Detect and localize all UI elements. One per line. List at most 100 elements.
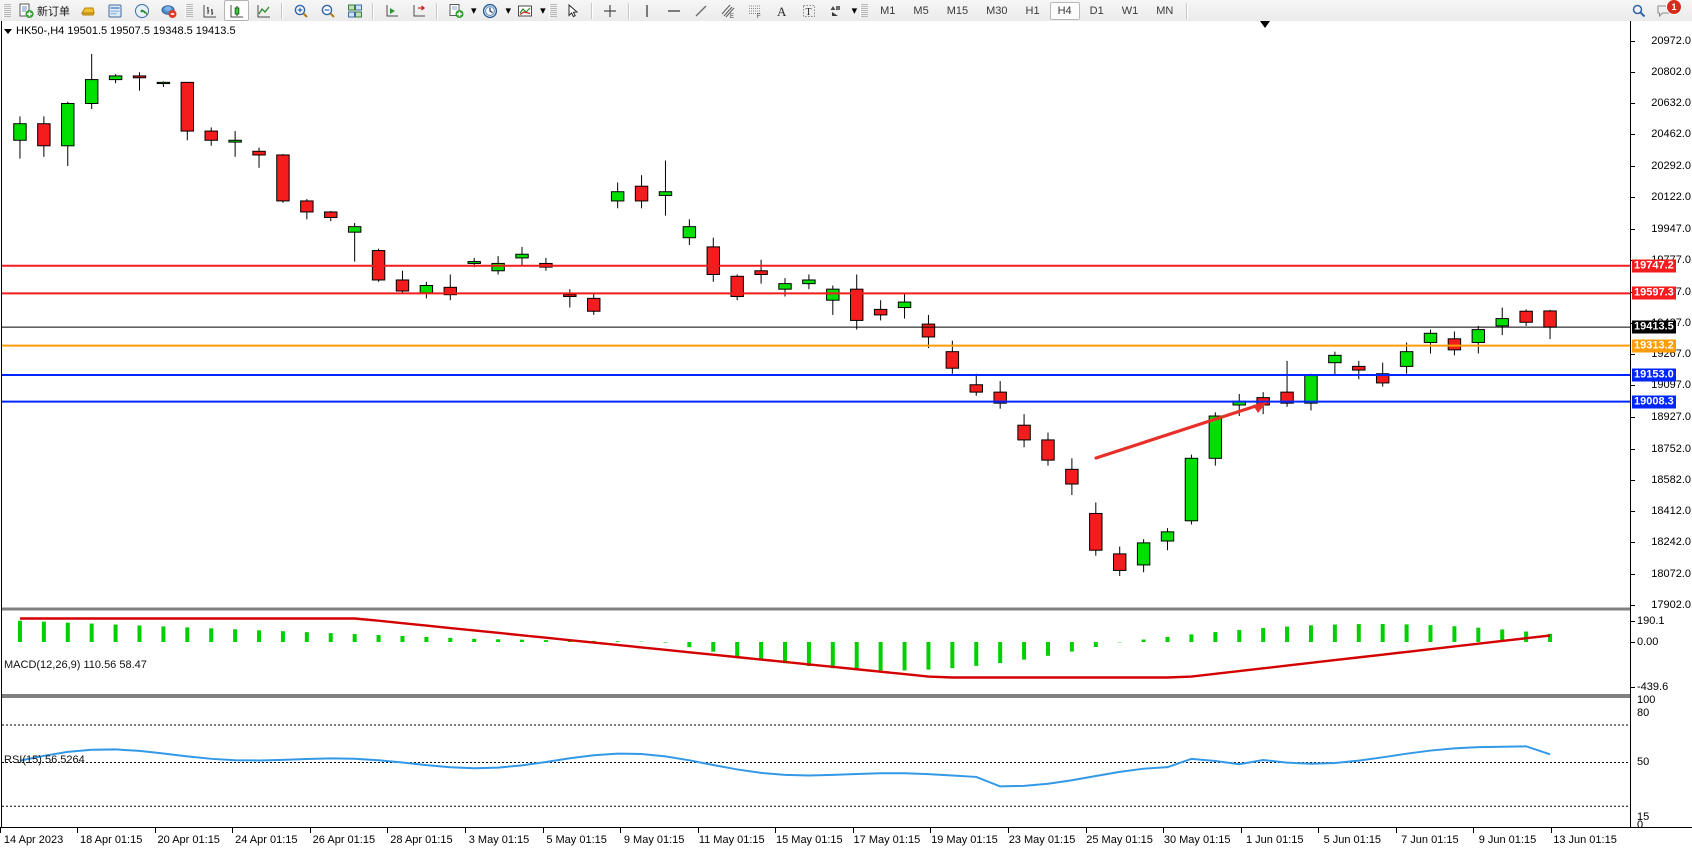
price-axis-tick bbox=[1631, 448, 1635, 450]
candle-body bbox=[1017, 424, 1031, 441]
time-axis-label: 15 May 01:15 bbox=[775, 834, 843, 846]
time-axis-label: 7 Jun 01:15 bbox=[1401, 834, 1459, 846]
toolbar-separator-6 bbox=[1186, 2, 1189, 19]
time-axis-label: 13 Jun 01:15 bbox=[1553, 834, 1617, 846]
candlestick bbox=[1112, 546, 1127, 576]
support-level-tag-2[interactable]: 19008.3 bbox=[1632, 395, 1676, 409]
toolbar-grip[interactable] bbox=[3, 3, 11, 18]
candlestick bbox=[1184, 454, 1199, 525]
candle-body bbox=[1089, 512, 1103, 551]
toolbar-group-scroll bbox=[378, 0, 432, 21]
candle-body bbox=[778, 283, 792, 290]
bid-price-tag[interactable]: 19313.2 bbox=[1632, 339, 1676, 353]
cursor-button[interactable] bbox=[561, 0, 586, 21]
templates-dropdown-arrow[interactable]: ▾ bbox=[540, 5, 546, 17]
time-axis[interactable]: 14 Apr 2023 18 Apr 01:15 20 Apr 01:15 24 Ap… bbox=[0, 827, 1692, 860]
timeframe-m30-button[interactable]: M30 bbox=[986, 4, 1008, 17]
candlestick bbox=[419, 281, 434, 299]
shapes-dropdown-arrow[interactable]: ▾ bbox=[851, 5, 858, 17]
equidistant-channel-button[interactable]: E bbox=[716, 0, 741, 21]
vertical-line-button[interactable] bbox=[635, 0, 660, 21]
bar-chart-button[interactable] bbox=[197, 0, 222, 21]
price-axis-label: 20972.0 bbox=[1651, 34, 1691, 47]
trend-arrow-annotation[interactable] bbox=[1094, 402, 1267, 460]
data-window-button[interactable] bbox=[102, 0, 127, 21]
magnifier-minus-icon bbox=[321, 4, 335, 18]
text-label-button[interactable]: A bbox=[770, 0, 795, 21]
indicators-button[interactable] bbox=[443, 0, 468, 21]
chart-window[interactable]: HK50-,H4 19501.5 19507.5 19348.5 19413.5… bbox=[0, 21, 1692, 860]
toolbar-grip-draw[interactable] bbox=[548, 3, 557, 18]
zoom-in-button[interactable] bbox=[288, 0, 313, 21]
crosshair-button[interactable] bbox=[598, 0, 623, 21]
timeframe-mn-button[interactable]: MN bbox=[1156, 4, 1174, 17]
fibonacci-button[interactable]: F bbox=[743, 0, 768, 21]
rsi-indicator-label: RSI(15) 56.5264 bbox=[4, 754, 85, 766]
toolbar-group-zoom bbox=[287, 0, 368, 21]
candlestick bbox=[658, 160, 673, 216]
timeframe-m15-button[interactable]: M15 bbox=[946, 4, 969, 17]
candle-body bbox=[37, 123, 51, 147]
toolbar-grip-charts[interactable] bbox=[185, 3, 193, 18]
auto-trading-button[interactable] bbox=[156, 0, 181, 21]
support-level-tag-1[interactable]: 19153.0 bbox=[1632, 368, 1676, 382]
candlestick bbox=[1089, 502, 1103, 556]
text-box-button[interactable]: T bbox=[797, 0, 822, 21]
indicators-dropdown-arrow[interactable]: ▾ bbox=[471, 5, 477, 17]
chart-menu-triangle-icon[interactable] bbox=[4, 28, 12, 34]
resistance-level-tag-1[interactable]: 19747.2 bbox=[1632, 259, 1676, 273]
line-chart-button[interactable] bbox=[251, 0, 276, 21]
candle-body bbox=[276, 154, 290, 202]
chart-shift-button[interactable] bbox=[406, 0, 431, 21]
candle-body bbox=[802, 279, 816, 285]
candlestick bbox=[945, 340, 960, 374]
new-order-button[interactable]: 新订单 bbox=[15, 0, 73, 21]
currency-exchange-button[interactable] bbox=[75, 0, 100, 21]
shapes-button[interactable] bbox=[824, 0, 849, 21]
macd-axis-tick bbox=[1631, 687, 1635, 688]
time-axis-label: 20 Apr 01:15 bbox=[157, 834, 220, 846]
search-button[interactable] bbox=[1626, 0, 1651, 21]
time-axis-tick bbox=[1318, 828, 1320, 833]
price-chart-canvas[interactable] bbox=[2, 21, 1631, 838]
market-watch-button[interactable] bbox=[129, 0, 154, 21]
candle-body bbox=[443, 286, 458, 296]
last-price-tag[interactable]: 19413.5 bbox=[1632, 320, 1676, 334]
candlestick-chart-button[interactable] bbox=[224, 0, 249, 21]
fibonacci-icon: F bbox=[749, 5, 761, 19]
time-axis-label: 9 Jun 01:15 bbox=[1478, 834, 1537, 846]
data-window-icon bbox=[108, 4, 121, 17]
timeframe-h1-button[interactable]: H1 bbox=[1025, 4, 1040, 17]
timeframe-m5-button[interactable]: M5 bbox=[913, 4, 929, 17]
time-axis-label: 23 May 01:15 bbox=[1008, 834, 1076, 846]
timeframe-m1-button[interactable]: M1 bbox=[880, 4, 896, 17]
candle-body bbox=[108, 75, 123, 81]
indicator-list-icon bbox=[449, 3, 463, 18]
trendline-button[interactable] bbox=[689, 0, 714, 21]
price-axis[interactable]: 20972.0 20802.0 20632.0 20462.0 20292.0 20122… bbox=[1630, 21, 1692, 838]
zoom-out-button[interactable] bbox=[315, 0, 340, 21]
symbol-header[interactable]: HK50-,H4 19501.5 19507.5 19348.5 19413.5 bbox=[4, 25, 236, 37]
toolbar-grip-periods[interactable] bbox=[860, 3, 869, 18]
candlestick bbox=[539, 257, 553, 271]
periods-button[interactable] bbox=[478, 0, 503, 21]
horizontal-line-button[interactable] bbox=[662, 0, 687, 21]
price-axis-tick bbox=[1631, 229, 1635, 231]
templates-icon bbox=[517, 5, 532, 16]
crosshair-icon bbox=[604, 4, 617, 17]
tile-windows-button[interactable] bbox=[342, 0, 367, 21]
timeframe-d1-button[interactable]: D1 bbox=[1089, 4, 1104, 17]
templates-button[interactable] bbox=[512, 0, 537, 21]
chart-plot-area[interactable] bbox=[1, 21, 1631, 838]
candle-body bbox=[1399, 351, 1414, 367]
periods-dropdown-arrow[interactable]: ▾ bbox=[505, 5, 512, 17]
candlestick bbox=[1471, 325, 1486, 354]
candlestick bbox=[563, 289, 577, 308]
rsi-axis-label: 0 bbox=[1637, 819, 1644, 831]
resistance-level-tag-2[interactable]: 19597.3 bbox=[1632, 286, 1676, 300]
timeframe-w1-button[interactable]: W1 bbox=[1121, 4, 1139, 17]
auto-scroll-button[interactable] bbox=[379, 0, 404, 21]
notifications-button[interactable]: 1 bbox=[1653, 0, 1685, 21]
time-axis-tick bbox=[387, 828, 389, 833]
timeframe-h4-button[interactable]: H4 bbox=[1049, 1, 1080, 20]
